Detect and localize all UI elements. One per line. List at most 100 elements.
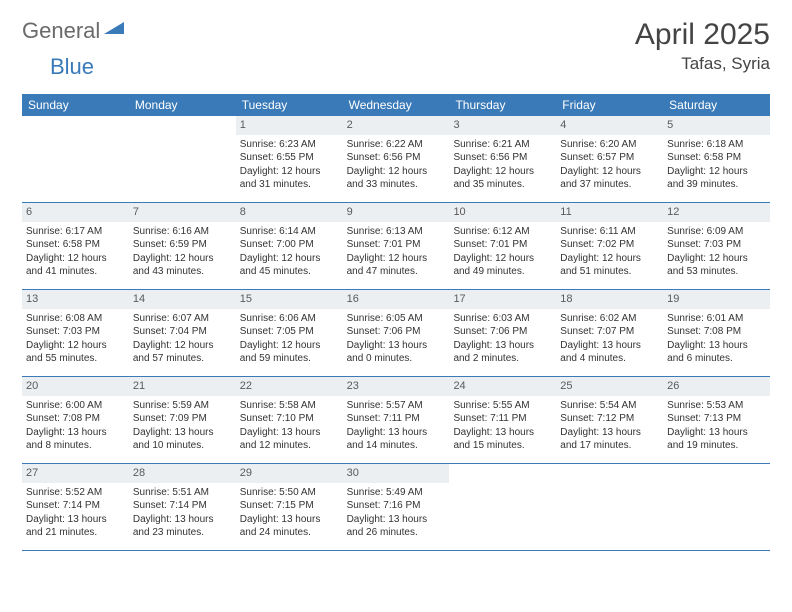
day-number: 17 (449, 290, 556, 309)
day-body: Sunrise: 6:13 AMSunset: 7:01 PMDaylight:… (343, 222, 450, 285)
day-day1: Daylight: 13 hours (133, 426, 232, 440)
day-day1: Daylight: 13 hours (240, 426, 339, 440)
day-sunrise: Sunrise: 6:08 AM (26, 312, 125, 326)
day-cell: 7Sunrise: 6:16 AMSunset: 6:59 PMDaylight… (129, 203, 236, 289)
day-day2: and 49 minutes. (453, 265, 552, 279)
day-body: Sunrise: 5:59 AMSunset: 7:09 PMDaylight:… (129, 396, 236, 459)
weekday-header: Wednesday (343, 94, 450, 116)
day-cell: 2Sunrise: 6:22 AMSunset: 6:56 PMDaylight… (343, 116, 450, 202)
day-day2: and 21 minutes. (26, 526, 125, 540)
day-body: Sunrise: 6:00 AMSunset: 7:08 PMDaylight:… (22, 396, 129, 459)
day-day2: and 12 minutes. (240, 439, 339, 453)
day-number: 5 (663, 116, 770, 135)
day-sunrise: Sunrise: 6:03 AM (453, 312, 552, 326)
day-sunrise: Sunrise: 6:14 AM (240, 225, 339, 239)
day-day1: Daylight: 13 hours (240, 513, 339, 527)
day-body: Sunrise: 6:05 AMSunset: 7:06 PMDaylight:… (343, 309, 450, 372)
day-cell: 25Sunrise: 5:54 AMSunset: 7:12 PMDayligh… (556, 377, 663, 463)
day-sunrise: Sunrise: 6:09 AM (667, 225, 766, 239)
day-cell: 1Sunrise: 6:23 AMSunset: 6:55 PMDaylight… (236, 116, 343, 202)
day-sunrise: Sunrise: 6:21 AM (453, 138, 552, 152)
day-sunrise: Sunrise: 5:52 AM (26, 486, 125, 500)
day-day1: Daylight: 12 hours (453, 165, 552, 179)
week-row: 20Sunrise: 6:00 AMSunset: 7:08 PMDayligh… (22, 377, 770, 464)
day-cell: 15Sunrise: 6:06 AMSunset: 7:05 PMDayligh… (236, 290, 343, 376)
day-day1: Daylight: 12 hours (240, 339, 339, 353)
day-day1: Daylight: 12 hours (133, 339, 232, 353)
day-body: Sunrise: 6:02 AMSunset: 7:07 PMDaylight:… (556, 309, 663, 372)
day-day2: and 47 minutes. (347, 265, 446, 279)
day-number: 9 (343, 203, 450, 222)
week-row: 13 Sunrise: 6:08 AMSunset: 7:03 PM Dayligh… (22, 290, 770, 377)
day-day2: and 2 minutes. (453, 352, 552, 366)
day-body: Sunrise: 6:20 AMSunset: 6:57 PMDaylight:… (556, 135, 663, 198)
day-body: Sunrise: 6:07 AMSunset: 7:04 PMDaylight:… (129, 309, 236, 372)
day-body: Sunrise: 6:09 AMSunset: 7:03 PMDaylight:… (663, 222, 770, 285)
day-sunrise: Sunrise: 6:20 AM (560, 138, 659, 152)
day-cell: 20Sunrise: 6:00 AMSunset: 7:08 PMDayligh… (22, 377, 129, 463)
day-day1: Daylight: 12 hours (240, 252, 339, 266)
day-sunset: Sunset: 6:56 PM (347, 151, 446, 165)
day-number: 27 (22, 464, 129, 483)
day-body: Sunrise: 6:03 AMSunset: 7:06 PMDaylight:… (449, 309, 556, 372)
day-day2: and 0 minutes. (347, 352, 446, 366)
day-day2: and 33 minutes. (347, 178, 446, 192)
weekday-header: Thursday (449, 94, 556, 116)
day-day2: and 8 minutes. (26, 439, 125, 453)
day-day1: Daylight: 13 hours (26, 513, 125, 527)
day-sunset: Sunset: 7:02 PM (560, 238, 659, 252)
day-sunrise: Sunrise: 6:00 AM (26, 399, 125, 413)
day-sunrise: Sunrise: 6:11 AM (560, 225, 659, 239)
day-sunrise: Sunrise: 5:51 AM (133, 486, 232, 500)
day-number: 2 (343, 116, 450, 135)
day-cell: 16Sunrise: 6:05 AMSunset: 7:06 PMDayligh… (343, 290, 450, 376)
day-number: 13 (22, 290, 129, 309)
day-body: Sunrise: 5:52 AMSunset: 7:14 PMDaylight:… (22, 483, 129, 546)
day-sunrise: Sunrise: 5:50 AM (240, 486, 339, 500)
day-sunset: Sunset: 7:13 PM (667, 412, 766, 426)
day-number: 10 (449, 203, 556, 222)
day-sunset: Sunset: 7:03 PM (26, 325, 125, 339)
day-body: Sunrise: 6:12 AMSunset: 7:01 PMDaylight:… (449, 222, 556, 285)
day-body: Sunrise: 5:51 AMSunset: 7:14 PMDaylight:… (129, 483, 236, 546)
day-cell: 17Sunrise: 6:03 AMSunset: 7:06 PMDayligh… (449, 290, 556, 376)
day-day1: Daylight: 13 hours (667, 426, 766, 440)
day-cell: 28Sunrise: 5:51 AMSunset: 7:14 PMDayligh… (129, 464, 236, 550)
day-sunset: Sunset: 7:15 PM (240, 499, 339, 513)
day-sunset: Sunset: 7:01 PM (453, 238, 552, 252)
day-day1: Daylight: 12 hours (240, 165, 339, 179)
day-sunset: Sunset: 7:05 PM (240, 325, 339, 339)
day-cell: 27Sunrise: 5:52 AMSunset: 7:14 PMDayligh… (22, 464, 129, 550)
day-cell-empty (129, 116, 236, 202)
day-sunrise: Sunrise: 5:49 AM (347, 486, 446, 500)
day-cell: 24Sunrise: 5:55 AMSunset: 7:11 PMDayligh… (449, 377, 556, 463)
day-number: 22 (236, 377, 343, 396)
title-block: April 2025 Tafas, Syria (635, 18, 770, 74)
day-day1: Daylight: 12 hours (560, 165, 659, 179)
day-sunset: Sunset: 6:59 PM (133, 238, 232, 252)
day-day2: and 55 minutes. (26, 352, 125, 366)
day-body: Sunrise: 6:01 AMSunset: 7:08 PMDaylight:… (663, 309, 770, 372)
day-cell: 14Sunrise: 6:07 AMSunset: 7:04 PMDayligh… (129, 290, 236, 376)
weekday-header: Monday (129, 94, 236, 116)
day-number: 3 (449, 116, 556, 135)
day-day2: and 4 minutes. (560, 352, 659, 366)
day-cell: 18Sunrise: 6:02 AMSunset: 7:07 PMDayligh… (556, 290, 663, 376)
day-body: Sunrise: 6:17 AMSunset: 6:58 PMDaylight:… (22, 222, 129, 285)
weekday-header: Sunday (22, 94, 129, 116)
day-number: 26 (663, 377, 770, 396)
day-sunset: Sunset: 7:04 PM (133, 325, 232, 339)
day-day2: and 35 minutes. (453, 178, 552, 192)
day-number: 16 (343, 290, 450, 309)
location-label: Tafas, Syria (635, 54, 770, 74)
day-cell: 8Sunrise: 6:14 AMSunset: 7:00 PMDaylight… (236, 203, 343, 289)
day-sunset: Sunset: 7:06 PM (453, 325, 552, 339)
day-number: 18 (556, 290, 663, 309)
weekday-header: Saturday (663, 94, 770, 116)
day-cell-empty (22, 116, 129, 202)
day-day2: and 43 minutes. (133, 265, 232, 279)
day-number: 14 (129, 290, 236, 309)
day-sunrise: Sunrise: 5:55 AM (453, 399, 552, 413)
day-cell-empty (663, 464, 770, 550)
day-sunrise: Sunrise: 6:18 AM (667, 138, 766, 152)
